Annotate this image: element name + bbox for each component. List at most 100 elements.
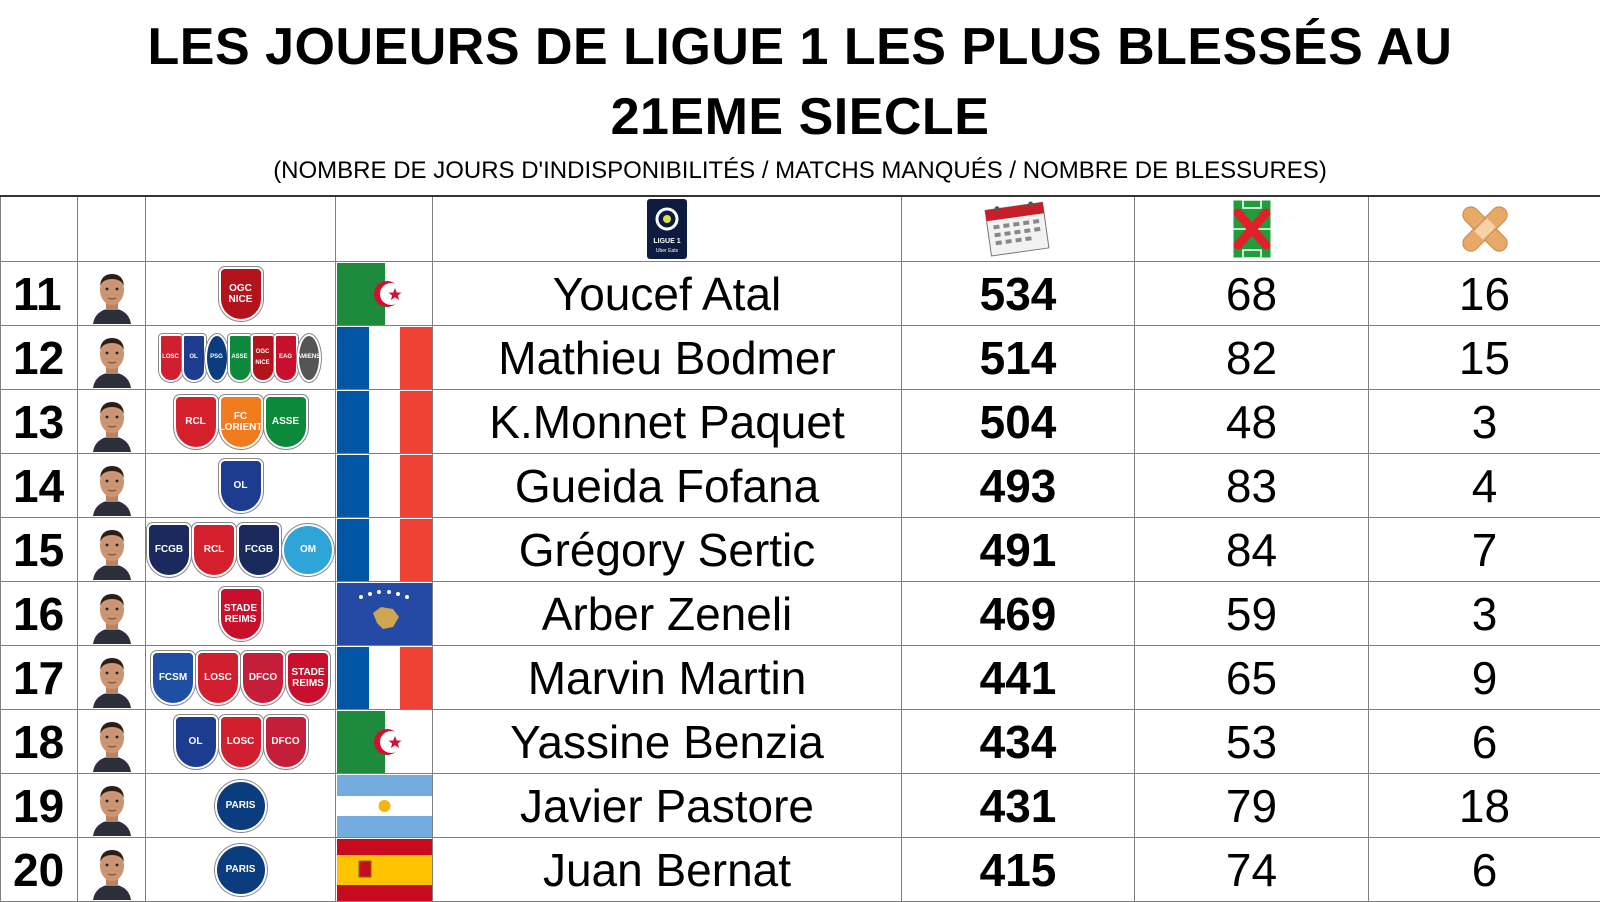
club-logo-label: LOSC xyxy=(160,352,181,363)
club-logo: PARIS xyxy=(215,844,267,896)
subtitle: (NOMBRE DE JOURS D'INDISPONIBILITÉS / MA… xyxy=(0,156,1600,186)
days-unavailable: 493 xyxy=(902,454,1135,518)
player-avatar xyxy=(87,394,137,452)
calendar-icon xyxy=(980,200,1056,258)
ligue1-logo-icon: LIGUE 1 Uber Eats xyxy=(647,199,687,259)
club-logo: FCGB xyxy=(237,523,281,577)
days-unavailable: 415 xyxy=(902,838,1135,902)
club-logo-label: EAG xyxy=(277,352,294,363)
kosovo-flag-icon xyxy=(337,583,432,645)
header-flag-cell xyxy=(336,196,433,262)
club-logo: FCSM xyxy=(151,651,195,705)
club-logo: LOSC xyxy=(159,334,183,382)
player-name: Mathieu Bodmer xyxy=(433,326,902,390)
player-photo-cell xyxy=(78,390,146,454)
club-logo-label: OL xyxy=(232,480,250,491)
player-name: Javier Pastore xyxy=(433,774,902,838)
club-badges: PARIS xyxy=(146,838,335,901)
club-logo-label: AMIENS xyxy=(295,352,322,363)
player-photo-cell xyxy=(78,582,146,646)
flag-cell xyxy=(336,646,433,710)
player-name: Arber Zeneli xyxy=(433,582,902,646)
club-logo-label: FC LORIENT xyxy=(217,411,265,433)
club-logo: DFCO xyxy=(264,715,308,769)
club-logo: STADE REIMS xyxy=(286,651,330,705)
club-logo: FCGB xyxy=(147,523,191,577)
header-days-cell xyxy=(902,196,1135,262)
club-logo-label: RCL xyxy=(202,544,227,555)
france-flag-icon xyxy=(337,455,432,517)
france-flag-icon xyxy=(337,647,432,709)
club-logo: LOSC xyxy=(196,651,240,705)
club-logo-label: LOSC xyxy=(202,672,234,683)
club-logo: PSG xyxy=(205,334,229,382)
flag-cell xyxy=(336,582,433,646)
matches-missed: 53 xyxy=(1135,710,1369,774)
header-injuries-cell xyxy=(1369,196,1600,262)
club-badges: OL xyxy=(146,454,335,517)
days-unavailable: 504 xyxy=(902,390,1135,454)
header-matches-cell xyxy=(1135,196,1369,262)
club-logo-label: PARIS xyxy=(224,864,258,875)
club-logo: RCL xyxy=(192,523,236,577)
player-name: Juan Bernat xyxy=(433,838,902,902)
days-unavailable: 514 xyxy=(902,326,1135,390)
player-avatar xyxy=(87,586,137,644)
matches-missed: 84 xyxy=(1135,518,1369,582)
france-flag-icon xyxy=(337,327,432,389)
player-name: Youcef Atal xyxy=(433,262,902,326)
club-logo-label: OL xyxy=(187,736,205,747)
club-logo: ASSE xyxy=(264,395,308,449)
rank-cell: 20 xyxy=(1,838,78,902)
player-photo-cell xyxy=(78,710,146,774)
ranking-table: LIGUE 1 Uber Eats xyxy=(0,195,1600,902)
club-logo: DFCO xyxy=(241,651,285,705)
injury-count: 18 xyxy=(1369,774,1600,838)
injury-count: 7 xyxy=(1369,518,1600,582)
flag-cell xyxy=(336,390,433,454)
days-unavailable: 469 xyxy=(902,582,1135,646)
player-avatar xyxy=(87,778,137,836)
matches-missed: 74 xyxy=(1135,838,1369,902)
injury-count: 15 xyxy=(1369,326,1600,390)
flag-cell xyxy=(336,454,433,518)
player-photo-cell xyxy=(78,262,146,326)
matches-missed: 79 xyxy=(1135,774,1369,838)
club-logo-label: FCSM xyxy=(157,672,189,683)
clubs-cell: PARIS xyxy=(146,774,336,838)
clubs-cell: PARIS xyxy=(146,838,336,902)
player-avatar xyxy=(87,714,137,772)
clubs-cell: STADE REIMS xyxy=(146,582,336,646)
flag-cell xyxy=(336,326,433,390)
club-logo: OL xyxy=(174,715,218,769)
player-name: Marvin Martin xyxy=(433,646,902,710)
title-line-1: LES JOUEURS DE LIGUE 1 LES PLUS BLESSÉS … xyxy=(0,12,1600,82)
flag-cell xyxy=(336,518,433,582)
rank-cell: 15 xyxy=(1,518,78,582)
injury-count: 4 xyxy=(1369,454,1600,518)
clubs-cell: FCSM LOSC DFCO STADE REIMS xyxy=(146,646,336,710)
club-logo-label: DFCO xyxy=(247,672,279,683)
injury-count: 3 xyxy=(1369,390,1600,454)
header-face-cell xyxy=(78,196,146,262)
flag-cell xyxy=(336,774,433,838)
club-logo: STADE REIMS xyxy=(219,587,263,641)
injury-count: 9 xyxy=(1369,646,1600,710)
player-avatar xyxy=(87,650,137,708)
page-title: LES JOUEURS DE LIGUE 1 LES PLUS BLESSÉS … xyxy=(0,12,1600,152)
rank-cell: 13 xyxy=(1,390,78,454)
days-unavailable: 434 xyxy=(902,710,1135,774)
days-unavailable: 441 xyxy=(902,646,1135,710)
club-logo: OL xyxy=(219,459,263,513)
